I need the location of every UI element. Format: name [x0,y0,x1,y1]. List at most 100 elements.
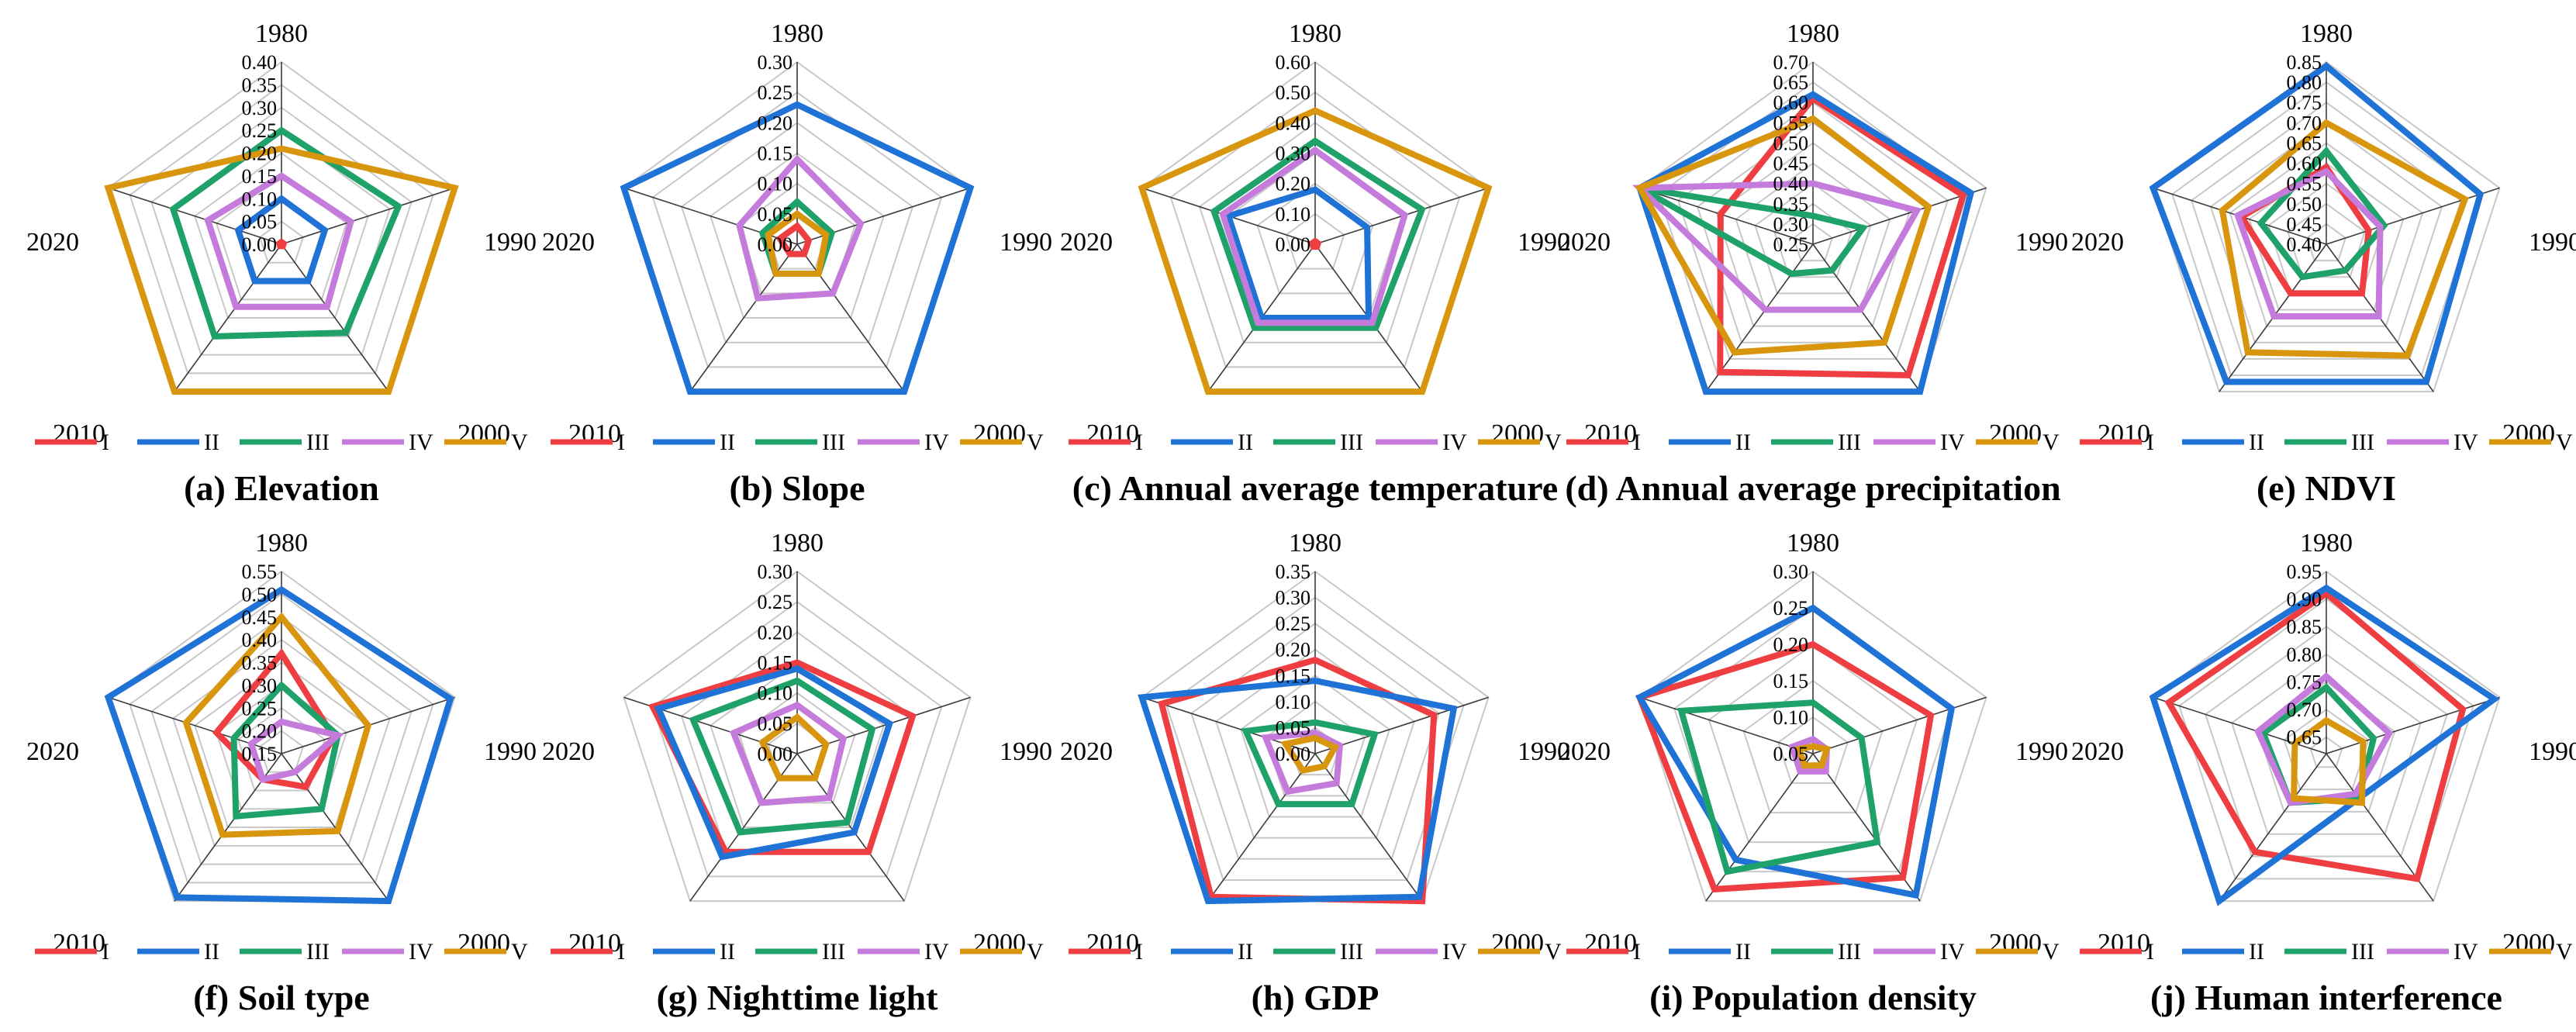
axis-label-1980: 1980 [255,529,308,557]
tick-label: 0.35 [242,74,278,96]
series-IV-polygon [247,718,345,783]
tick-label: 0.30 [1276,587,1311,609]
axis-label-1980: 1980 [771,19,824,48]
legend-label-II: II [720,939,735,965]
legend-label-II: II [204,939,219,965]
grid-ring [2229,142,2424,327]
tick-label: 0.15 [1773,670,1809,692]
legend-label-V: V [511,939,528,965]
axis-label-1980: 1980 [1787,19,1839,48]
grid-ring [1742,679,1884,814]
legend-label-II: II [2249,939,2264,965]
axis-spoke [174,243,282,392]
tick-label: 0.60 [1276,51,1311,74]
axis-spoke [281,753,389,902]
legend-label-V: V [2556,430,2573,455]
series-II-polygon [104,585,454,905]
grid-ring [623,570,972,903]
grid-ring [129,593,434,884]
tick-label: 0.90 [2287,588,2322,611]
axis-spoke [1639,696,1814,754]
axis-label-1990: 1990 [2015,737,2068,766]
legend-label-IV: IV [924,939,949,965]
tick-label: 0.35 [1276,561,1311,583]
tick-label: 0.75 [2287,91,2322,114]
legend-label-V: V [2556,939,2573,965]
tick-label: 0.05 [1276,716,1311,739]
series-IV-polygon [2233,167,2384,319]
grid-ring [2283,708,2370,791]
grid-ring [651,600,943,878]
tick-label: 0.70 [2287,112,2322,134]
radar-panel-6: 0.150.200.250.300.350.400.450.500.55 1980… [26,529,537,1017]
tick-label: 0.55 [2287,173,2322,195]
panel-caption: (f) Soil type [193,978,369,1017]
series-V-polygon [2291,716,2367,806]
radar-panel-4: 0.250.300.350.400.450.500.550.600.650.70… [1558,19,2068,508]
tick-label: 0.50 [1276,81,1311,104]
tick-label: 0.45 [242,606,278,629]
axis-label-2020: 2020 [1558,737,1611,766]
grid-ring [2287,202,2366,278]
tick-label: 0.60 [2287,153,2322,175]
tick-label: 0.40 [1276,112,1311,134]
axis-spoke [689,243,798,392]
series-I-polygon [2164,589,2467,882]
radar-panel-10: 0.650.700.750.800.850.900.95198019902000… [2071,529,2576,1017]
axis-label-2020: 2020 [2071,737,2124,766]
series-I-polygon [648,659,917,855]
panel-caption: (b) Slope [729,468,865,508]
legend-label-II: II [1238,939,1253,965]
grid-ring [1165,596,1465,881]
series-II-polygon [1635,91,1975,395]
tick-label: 0.70 [2287,699,2322,721]
grid-ring [258,220,305,264]
tick-label: 0.05 [242,211,278,233]
radar-panel-2: 0.000.050.100.150.200.250.30198019902000… [542,19,1052,508]
grid-ring [194,152,369,319]
legend-label-III: III [822,430,845,455]
series-I-polygon [1308,237,1322,250]
legend-label-III: III [1838,939,1861,965]
series-IV-polygon [1632,180,1922,313]
tick-label: 0.45 [1773,153,1809,175]
legend-label-V: V [1545,430,1562,455]
grid-ring [194,661,369,829]
grid-ring [1285,212,1345,270]
tick-label: 0.80 [2287,644,2322,666]
tick-label: 0.25 [242,697,278,720]
axis-label-1990: 1990 [2015,228,2068,257]
series-V-polygon [182,612,372,838]
legend-label-IV: IV [924,430,949,455]
series-V-polygon [1794,743,1832,769]
grid-ring [2309,736,2343,768]
axis-label-1990: 1990 [1518,737,1570,766]
panel-caption: (a) Elevation [184,468,379,508]
panel-caption: (d) Annual average precipitation [1565,468,2060,508]
grid-ring [1240,675,1390,818]
tick-label: 0.00 [758,743,793,765]
series-V-polygon [1138,107,1493,395]
tick-label: 0.30 [1773,213,1809,236]
legend-label-V: V [511,430,528,455]
legend-label-III: III [1838,430,1861,455]
legend-label-III: III [2351,939,2374,965]
tick-label: 0.30 [242,97,278,119]
panel-caption: (j) Human interference [2150,978,2502,1017]
grid-ring [1169,91,1461,368]
tick-label: 0.60 [1773,91,1809,114]
series-V-polygon [1280,734,1340,775]
tick-label: 0.10 [758,173,793,195]
axis-label-2020: 2020 [2071,228,2124,257]
series-V-polygon [104,145,459,395]
series-IV-polygon [729,701,848,806]
legend-label-I: I [2146,939,2154,965]
tick-label: 0.85 [2287,616,2322,638]
series-V-polygon [2219,119,2469,359]
axis-label-1980: 1980 [255,19,308,48]
tick-label: 0.95 [2287,561,2322,583]
series-II-polygon [1138,677,1458,905]
axis-spoke [1314,753,1423,902]
tick-label: 0.25 [1276,613,1311,635]
tick-label: 0.65 [1773,71,1809,94]
